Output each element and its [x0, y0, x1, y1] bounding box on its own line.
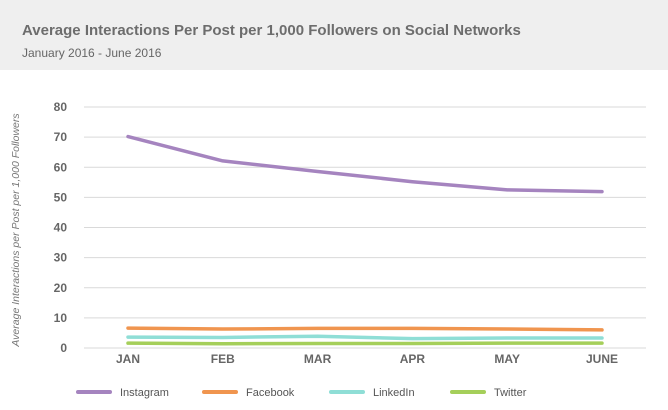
grid-lines: [84, 106, 646, 349]
legend-label: Twitter: [494, 387, 527, 399]
x-tick-label: JUNE: [586, 352, 618, 366]
y-tick-label: 20: [54, 281, 68, 295]
y-axis-label: Average Interactions per Post per 1,000 …: [10, 113, 22, 348]
legend-label: LinkedIn: [373, 387, 415, 399]
y-tick-label: 40: [54, 221, 68, 235]
y-axis-ticks: 0 10 20 30 40 50 60 70 80: [54, 100, 68, 355]
legend-label: Instagram: [120, 387, 169, 399]
legend-item-twitter: Twitter: [450, 387, 527, 399]
series-line-twitter: [126, 341, 604, 346]
y-tick-label: 60: [54, 160, 68, 174]
legend: Instagram Facebook LinkedIn Twitter: [76, 387, 527, 399]
x-tick-label: FEB: [211, 352, 235, 366]
y-tick-label: 30: [54, 251, 68, 265]
series-line-facebook: [126, 326, 604, 332]
y-tick-label: 50: [54, 190, 68, 204]
series-lines: [126, 134, 604, 346]
x-tick-label: APR: [400, 352, 426, 366]
series-line-instagram: [126, 134, 604, 194]
y-tick-label: 70: [54, 130, 68, 144]
x-tick-label: MAR: [304, 352, 332, 366]
x-tick-label: JAN: [116, 352, 140, 366]
legend-item-facebook: Facebook: [202, 387, 295, 399]
legend-item-linkedin: LinkedIn: [329, 387, 415, 399]
x-axis-ticks: JAN FEB MAR APR MAY JUNE: [116, 352, 618, 366]
chart-title: Average Interactions Per Post per 1,000 …: [22, 22, 521, 39]
y-tick-label: 80: [54, 100, 68, 114]
line-chart: 0 10 20 30 40 50 60 70 80 JAN FEB MAR APR MAY JUNE Av…: [10, 100, 646, 399]
y-tick-label: 0: [60, 341, 67, 355]
legend-item-instagram: Instagram: [76, 387, 169, 399]
chart-subtitle: January 2016 - June 2016: [22, 46, 162, 60]
series-line-linkedin: [126, 334, 604, 341]
legend-label: Facebook: [246, 387, 295, 399]
y-tick-label: 10: [54, 311, 68, 325]
chart-header: Average Interactions Per Post per 1,000 …: [0, 0, 668, 70]
x-tick-label: MAY: [494, 352, 520, 366]
